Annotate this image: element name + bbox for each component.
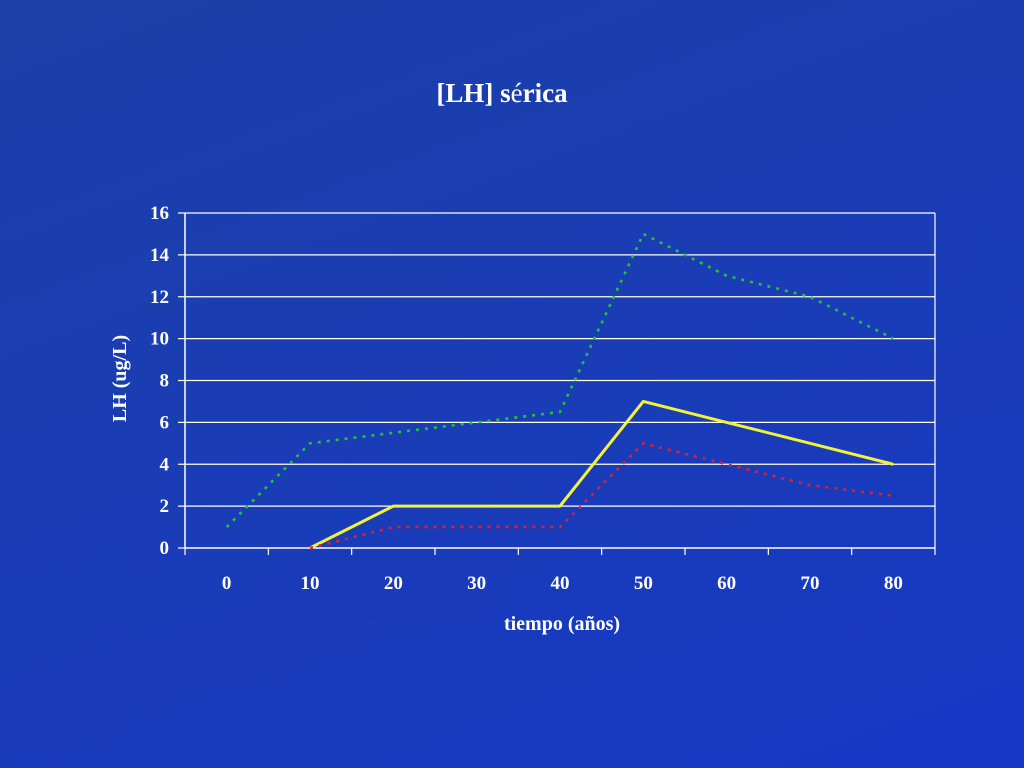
y-tick-label: 14: [150, 245, 170, 266]
title-accent: é: [510, 78, 523, 108]
x-tick-label: 20: [384, 573, 403, 594]
x-axis-title: tiempo (años): [504, 613, 620, 635]
chart-title: [LH] sérica: [0, 78, 1004, 109]
y-tick-label: 12: [150, 287, 169, 308]
y-tick-label: 2: [160, 496, 170, 517]
y-tick-label: 6: [160, 412, 170, 433]
x-tick-label: 60: [717, 573, 736, 594]
axis-ticks: [178, 212, 936, 555]
y-tick-label: 0: [160, 538, 170, 559]
series-line-3: [309, 441, 894, 550]
title-suffix: rica: [522, 78, 568, 108]
y-tick-label: 4: [160, 454, 170, 475]
y-tick-label: 16: [150, 203, 169, 224]
series-line-1: [225, 232, 894, 529]
series-lines: [225, 232, 894, 550]
series-line-2: [309, 399, 894, 550]
x-tick-label: 30: [467, 573, 486, 594]
x-tick-label: 50: [634, 573, 653, 594]
x-tick-label: 0: [222, 573, 232, 594]
y-tick-label: 8: [160, 371, 170, 392]
gridlines: [185, 212, 935, 507]
x-tick-label: 80: [884, 573, 903, 594]
x-tick-label: 70: [801, 573, 820, 594]
y-tick-label: 10: [150, 329, 169, 350]
x-tick-label: 10: [301, 573, 320, 594]
tick-labels: 0 2 4 6 8 10 12 14 16 0 10 20 30 40 50 60 70 80: [150, 203, 903, 594]
y-axis-title: LH (ug/L): [109, 335, 131, 422]
x-tick-label: 40: [551, 573, 570, 594]
title-prefix: [LH] s: [436, 78, 511, 108]
